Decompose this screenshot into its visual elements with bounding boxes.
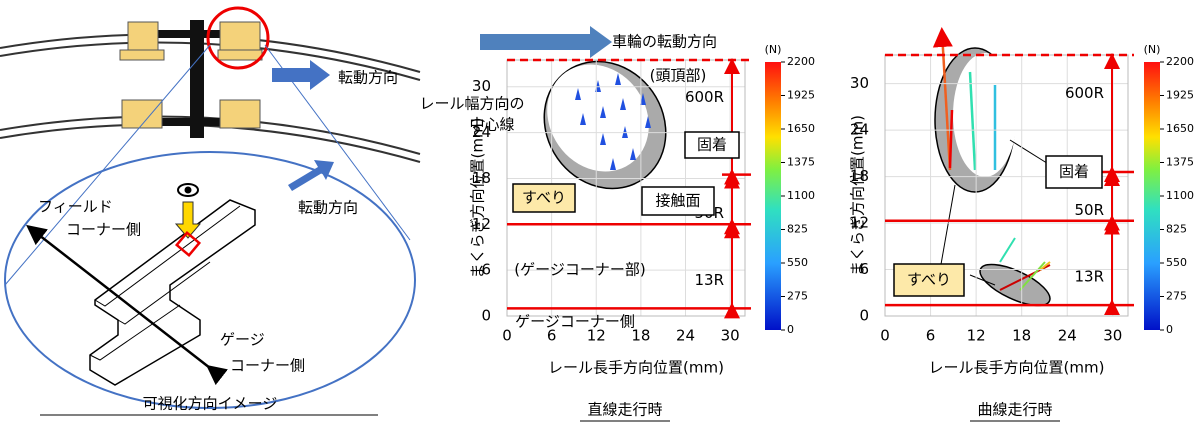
y-axis-label: まくらぎ方向位置(mm) bbox=[849, 115, 867, 276]
annotation-box bbox=[684, 131, 740, 159]
caption: 曲線走行時 bbox=[977, 401, 1052, 419]
annotation-box bbox=[512, 183, 576, 213]
caption: 直線走行時 bbox=[587, 401, 662, 419]
x-tick-label: 30 bbox=[721, 327, 740, 345]
region-label: 50R bbox=[1074, 201, 1104, 219]
colorbar-label: 1925 bbox=[787, 89, 815, 102]
annotation: すべり bbox=[907, 271, 951, 289]
y-tick-label: 0 bbox=[481, 307, 491, 325]
annotation: すべり bbox=[522, 189, 566, 207]
annotation: 車輪の転動方向 bbox=[612, 33, 717, 51]
colorbar-label: 550 bbox=[787, 256, 808, 269]
y-tick-label: 18 bbox=[472, 169, 491, 187]
x-tick-label: 0 bbox=[502, 327, 512, 345]
y-tick-label: 0 bbox=[859, 307, 869, 325]
x-tick-label: 12 bbox=[967, 327, 986, 345]
region-label: 600R bbox=[685, 88, 724, 106]
x-axis-label: レール長手方向位置(mm) bbox=[929, 359, 1105, 377]
y-tick-label: 18 bbox=[850, 167, 869, 185]
label: 転動方向 bbox=[338, 69, 398, 87]
annotation: レール幅方向の bbox=[419, 95, 524, 113]
label: ゲージ bbox=[220, 331, 265, 349]
colorbar-label: 1650 bbox=[787, 122, 815, 135]
label: コーナー側 bbox=[66, 221, 141, 239]
y-tick-label: 24 bbox=[850, 121, 869, 139]
label: コーナー側 bbox=[230, 357, 305, 375]
colorbar-label: 1375 bbox=[787, 156, 815, 169]
colorbar-label: 2200 bbox=[1166, 55, 1194, 68]
colorbar-label: 550 bbox=[1166, 256, 1187, 269]
y-tick-label: 6 bbox=[859, 260, 869, 278]
colorbar-label: 825 bbox=[1166, 223, 1187, 236]
colorbar-label: 1925 bbox=[1166, 89, 1194, 102]
annotation: ゲージコーナー側 bbox=[515, 313, 635, 331]
colorbar-label: 2200 bbox=[787, 55, 815, 68]
y-axis-label: まくらぎ方向位置(mm) bbox=[469, 118, 487, 279]
annotation-box bbox=[1045, 155, 1103, 189]
annotation: 固着 bbox=[1059, 163, 1089, 181]
region-label: 600R bbox=[1065, 84, 1104, 102]
caption: 可視化方向イメージ bbox=[143, 395, 278, 413]
label: 転動方向 bbox=[298, 199, 358, 217]
x-tick-label: 0 bbox=[880, 327, 890, 345]
x-tick-label: 18 bbox=[631, 327, 650, 345]
colorbar-label: 275 bbox=[787, 290, 808, 303]
colorbar-label: 1375 bbox=[1166, 156, 1194, 169]
colorbar-label: 825 bbox=[787, 223, 808, 236]
annotation: 中心線 bbox=[469, 116, 514, 134]
colorbar-label: 0 bbox=[1166, 323, 1173, 336]
x-tick-label: 24 bbox=[1058, 327, 1077, 345]
y-tick-label: 12 bbox=[472, 215, 491, 233]
annotation: 接触面 bbox=[655, 192, 700, 210]
annotation: (ゲージコーナー部) bbox=[514, 261, 645, 279]
annotation: (頭頂部) bbox=[650, 67, 707, 85]
colorbar bbox=[1144, 62, 1160, 330]
x-tick-label: 6 bbox=[926, 327, 936, 345]
y-tick-label: 12 bbox=[850, 214, 869, 232]
x-tick-label: 12 bbox=[587, 327, 606, 345]
colorbar-unit: (N) bbox=[1144, 43, 1161, 56]
y-tick-label: 30 bbox=[850, 74, 869, 92]
y-tick-label: 30 bbox=[472, 77, 491, 95]
x-axis-label: レール長手方向位置(mm) bbox=[548, 359, 724, 377]
y-tick-label: 6 bbox=[481, 261, 491, 279]
region-label: 13R bbox=[694, 271, 724, 289]
x-tick-label: 6 bbox=[547, 327, 557, 345]
colorbar-label: 1100 bbox=[787, 189, 815, 202]
colorbar-label: 1100 bbox=[1166, 189, 1194, 202]
x-tick-label: 18 bbox=[1012, 327, 1031, 345]
colorbar bbox=[765, 62, 781, 330]
label: フィールド bbox=[38, 198, 113, 216]
x-tick-label: 30 bbox=[1103, 327, 1122, 345]
colorbar-label: 0 bbox=[787, 323, 794, 336]
y-tick-label: 24 bbox=[472, 123, 491, 141]
annotation-box bbox=[641, 186, 715, 216]
bogie-sketch bbox=[0, 6, 421, 416]
annotation-box bbox=[893, 263, 965, 297]
colorbar-label: 275 bbox=[1166, 290, 1187, 303]
region-label: 13R bbox=[1074, 267, 1104, 285]
annotation: 固着 bbox=[697, 136, 727, 154]
colorbar-unit: (N) bbox=[765, 43, 782, 56]
x-tick-label: 24 bbox=[676, 327, 695, 345]
colorbar-label: 1650 bbox=[1166, 122, 1194, 135]
